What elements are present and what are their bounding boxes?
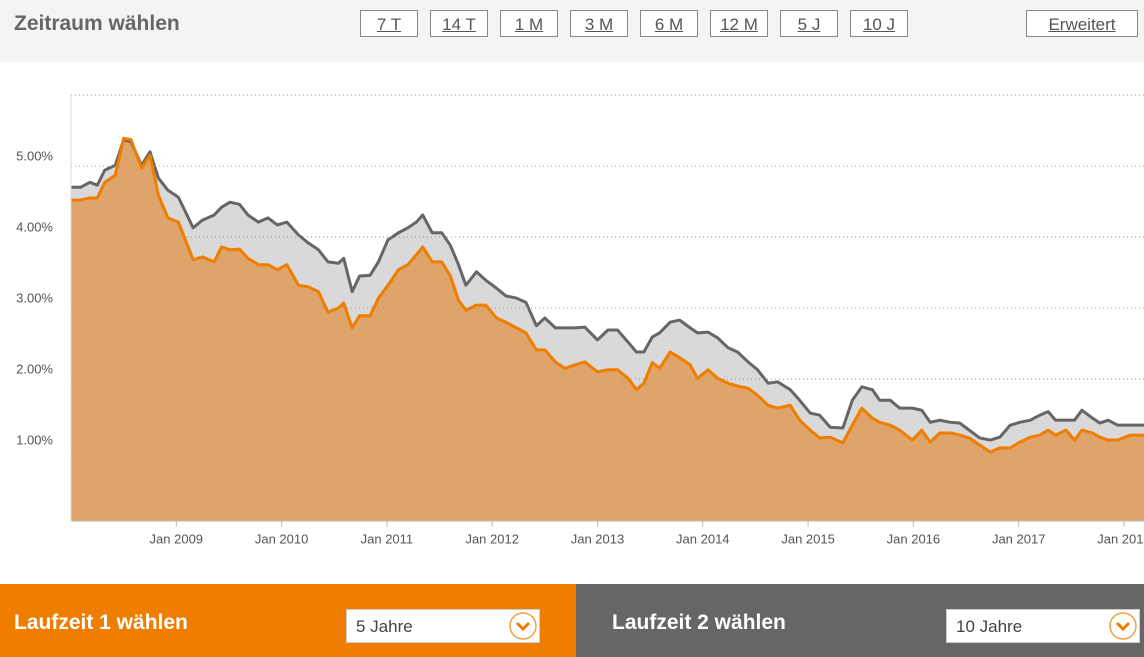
- x-tick-label: Jan 2010: [255, 531, 309, 546]
- x-tick-label: Jan 2015: [781, 531, 835, 546]
- x-tick-label: Jan 2013: [571, 531, 625, 546]
- select-value: 10 Jahre: [956, 617, 1023, 636]
- x-tick-label: Jan 2011: [361, 531, 414, 546]
- range-button[interactable]: 10 J: [850, 10, 908, 37]
- x-tick-label: Jan 2016: [887, 531, 941, 546]
- range-button[interactable]: 5 J: [780, 10, 838, 37]
- line: [71, 136, 1144, 454]
- advanced-button[interactable]: Erweitert: [1026, 10, 1138, 37]
- x-tick-label: Jan 2009: [150, 531, 204, 546]
- y-tick-label: 5.00%: [16, 148, 53, 163]
- title: Zeitraum wählen: [14, 12, 180, 35]
- x-tick-label: Jan 2014: [676, 531, 730, 546]
- select-value: 5 Jahre: [356, 617, 413, 636]
- chevron: [509, 612, 537, 640]
- panel-label: Laufzeit 1 wählen: [14, 611, 188, 634]
- range-button[interactable]: 1 M: [500, 10, 558, 37]
- line: [71, 138, 1144, 442]
- panel-1: Laufzeit 1 wählen 5 Jahre: [0, 584, 576, 657]
- select-2[interactable]: 10 Jahre: [946, 609, 1140, 643]
- range-button[interactable]: 3 M: [570, 10, 628, 37]
- chart: 1.00% 2.00% 3.00% 4.00% 5.00% Jan 2009 Jan 201…: [16, 94, 1144, 546]
- y-tick-label: 3.00%: [16, 290, 53, 305]
- header: Zeitraum wählen Erweitert 7 T 14 T 1 M 3 M 6…: [0, 0, 1144, 62]
- range-button[interactable]: 14 T: [430, 10, 488, 37]
- chevron: [1109, 612, 1137, 640]
- range-button[interactable]: 6 M: [640, 10, 698, 37]
- x-tick-label: Jan 2017: [992, 531, 1046, 546]
- panel-2: Laufzeit 2 wählen 10 Jahre: [576, 584, 1144, 657]
- area: [71, 138, 1144, 521]
- range-button[interactable]: 12 M: [710, 10, 768, 37]
- panel-label: Laufzeit 2 wählen: [612, 611, 786, 634]
- y-tick-label: 2.00%: [16, 361, 53, 376]
- select-1[interactable]: 5 Jahre: [346, 609, 540, 643]
- x-tick-label: Jan 2018: [1097, 531, 1144, 546]
- y-tick-label: 4.00%: [16, 219, 53, 234]
- x-tick-label: Jan 2012: [465, 531, 519, 546]
- range-button[interactable]: 7 T: [360, 10, 418, 37]
- y-tick-label: 1.00%: [16, 432, 53, 447]
